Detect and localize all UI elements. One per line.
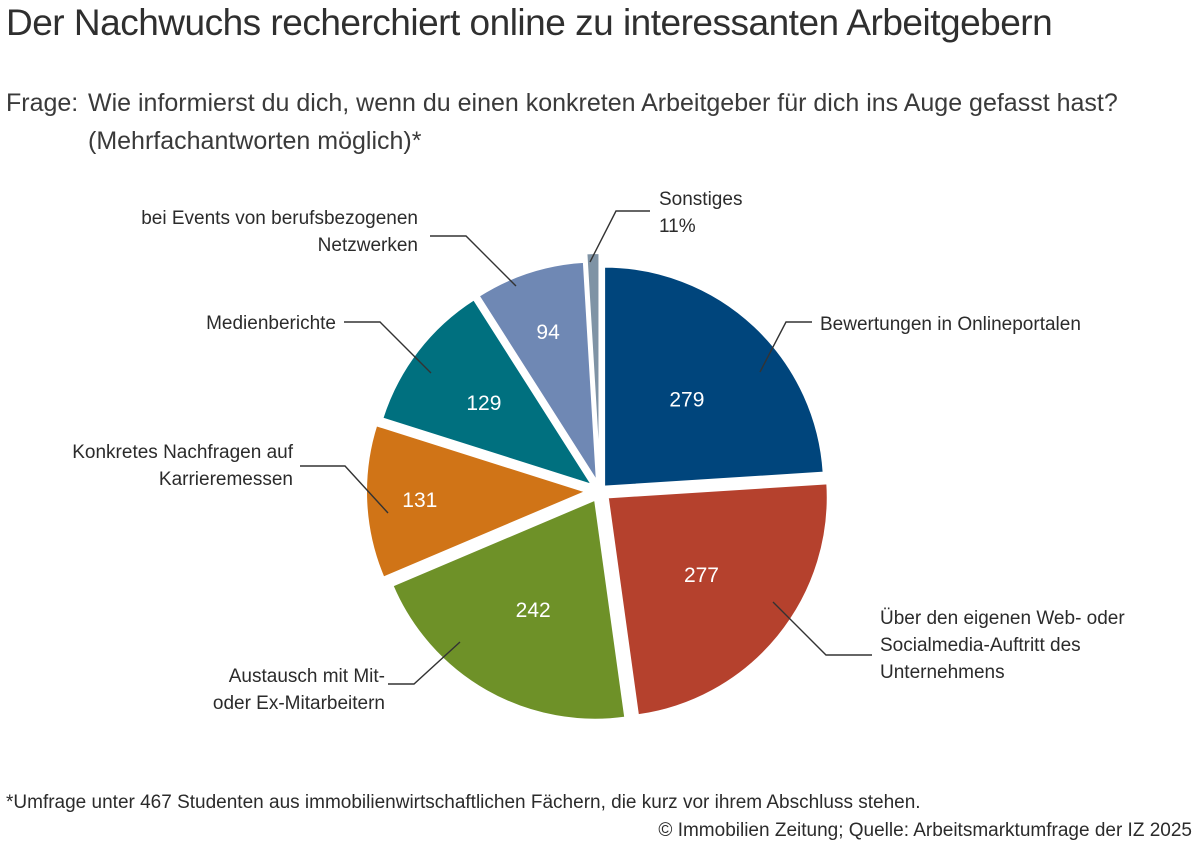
category-label-4: Konkretes Nachfragen auf Karrieremessen [72, 442, 293, 490]
leader-line-7 [589, 210, 650, 263]
pie-slice-1 [603, 265, 825, 488]
category-label-line: Karrieremessen [159, 469, 293, 490]
value-label-6: 94 [536, 321, 560, 344]
category-label-line: Socialmedia-Auftritt des [880, 635, 1081, 656]
leader-line-5 [344, 321, 432, 374]
pie-slice-4 [365, 424, 589, 579]
category-label-line: Über den eigenen Web- oder [880, 608, 1125, 629]
value-labels: 279 277 242 131 129 94 [402, 321, 719, 622]
pie-slices [365, 252, 829, 721]
value-label-5: 129 [466, 392, 501, 415]
category-label-line: Bewertungen in Onlineportalen [820, 314, 1081, 335]
pie-slice-2 [606, 482, 829, 717]
category-label-1: Bewertungen in Onlineportalen [820, 314, 1081, 335]
footnote: *Umfrage unter 467 Studenten aus immobil… [6, 792, 921, 813]
category-label-7: Sonstiges 11% [659, 189, 742, 237]
category-label-line: 11% [659, 216, 696, 237]
leader-line-4 [300, 465, 389, 514]
category-label-line: Konkretes Nachfragen auf [72, 442, 293, 463]
question-label: Frage: [6, 89, 79, 117]
category-label-line: Netzwerken [318, 235, 418, 256]
leader-line-6 [430, 235, 517, 287]
value-label-1: 279 [669, 388, 704, 411]
category-label-line: Sonstiges [659, 189, 742, 210]
value-label-4: 131 [402, 489, 437, 512]
category-label-line: oder Ex-Mitarbeitern [213, 693, 385, 714]
question-block: Frage: Wie informierst du dich, wenn du … [6, 84, 1168, 160]
chart-title: Der Nachwuchs recherchiert online zu int… [6, 2, 1053, 43]
category-label-5: Medienberichte [206, 313, 336, 334]
leader-line-2 [772, 601, 872, 656]
leader-line-3 [388, 641, 461, 685]
value-label-2: 277 [684, 564, 719, 587]
source-credit: © Immobilien Zeitung; Quelle: Arbeitsmar… [658, 820, 1192, 841]
category-label-line: Austausch mit Mit- [229, 666, 385, 687]
category-label-line: bei Events von berufsbezogenen [141, 208, 418, 229]
pie-slice-5 [381, 297, 595, 487]
category-label-line: Medienberichte [206, 313, 336, 334]
category-labels: Bewertungen in Onlineportalen Über den ei… [72, 189, 1125, 714]
pie-slice-6 [477, 260, 599, 486]
value-label-3: 242 [516, 599, 551, 622]
pie-slice-3 [391, 498, 627, 721]
category-label-line: Unternehmens [880, 662, 1005, 683]
category-label-3: Austausch mit Mit-oder Ex-Mitarbeitern [213, 666, 385, 714]
leader-line-1 [759, 321, 812, 373]
category-label-2: Über den eigenen Web- oder Socialmedia-Au… [880, 608, 1125, 683]
question-text: Wie informierst du dich, wenn du einen k… [88, 89, 1118, 155]
leader-lines [300, 210, 872, 685]
pie-slice-7 [585, 252, 601, 474]
category-label-6: bei Events von berufsbezogenen Netzwerken [141, 208, 418, 256]
